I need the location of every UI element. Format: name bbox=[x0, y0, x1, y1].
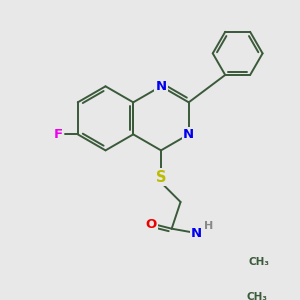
Text: CH₃: CH₃ bbox=[246, 292, 267, 300]
Text: N: N bbox=[155, 80, 167, 93]
Text: O: O bbox=[146, 218, 157, 231]
Text: N: N bbox=[183, 128, 194, 141]
Text: S: S bbox=[156, 169, 166, 184]
Text: H: H bbox=[204, 221, 214, 231]
Text: F: F bbox=[54, 128, 63, 141]
Text: N: N bbox=[191, 226, 202, 240]
Text: CH₃: CH₃ bbox=[248, 256, 269, 267]
